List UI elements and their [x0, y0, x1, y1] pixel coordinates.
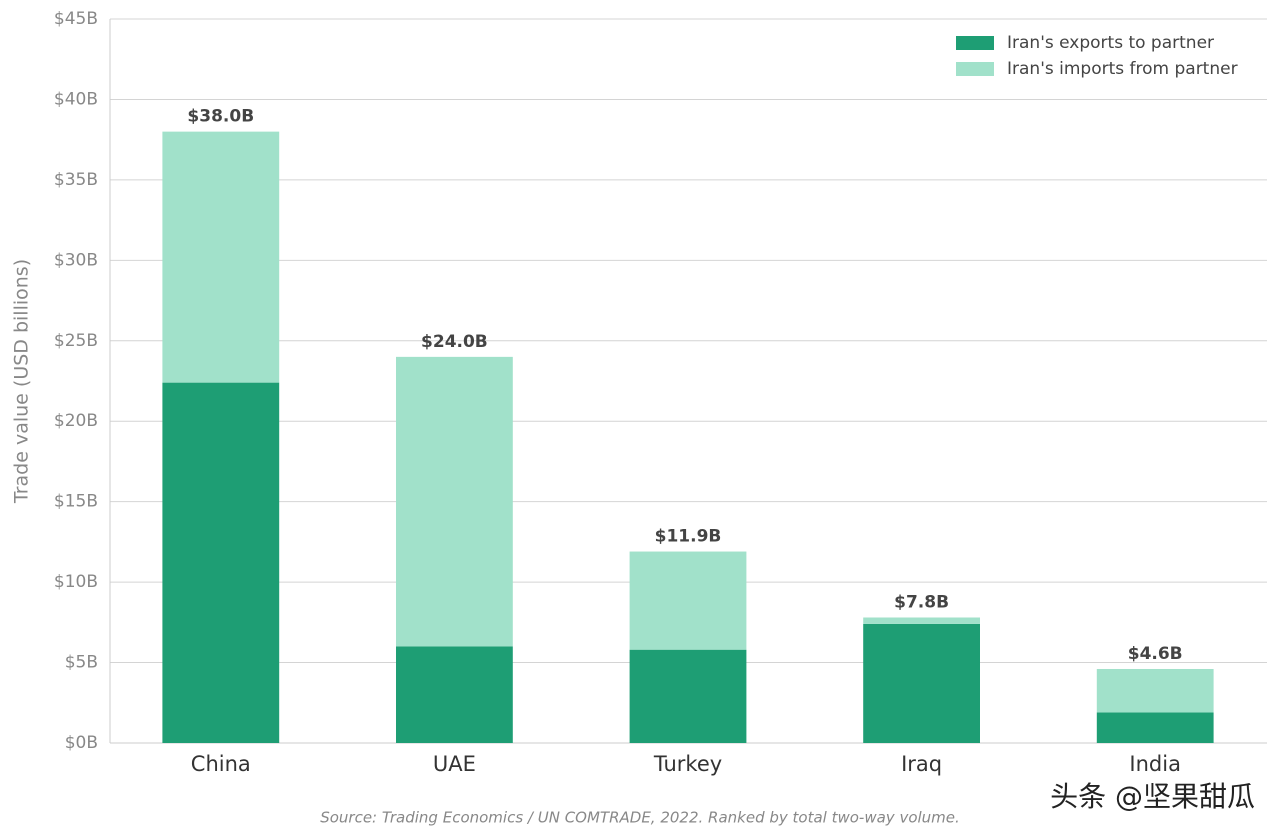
watermark: 头条 @坚果甜瓜 [1050, 780, 1255, 813]
legend-swatch [956, 62, 994, 76]
bar-segment [863, 623, 980, 743]
total-label: $38.0B [187, 107, 254, 127]
y-tick-label: $25B [54, 331, 98, 351]
bar-segment [162, 382, 280, 743]
x-tick-label: India [1129, 752, 1181, 776]
y-tick-label: $45B [54, 9, 98, 29]
bar-segment [1096, 668, 1214, 713]
y-axis-label: Trade value (USD billions) [11, 259, 33, 504]
x-tick-label: China [191, 752, 251, 776]
y-tick-label: $35B [54, 170, 98, 190]
total-label: $11.9B [655, 527, 722, 547]
y-tick-label: $0B [65, 733, 98, 753]
total-label: $7.8B [894, 593, 949, 613]
x-tick-label: UAE [433, 752, 476, 776]
bar-segment [396, 356, 513, 647]
bar-segment [162, 131, 280, 383]
bar-segment [629, 551, 747, 650]
y-tick-label: $30B [54, 250, 98, 270]
bar-segment [629, 649, 747, 743]
y-tick-label: $5B [65, 653, 98, 673]
y-tick-label: $10B [54, 572, 98, 592]
y-tick-label: $40B [54, 89, 98, 109]
x-tick-label: Turkey [653, 752, 722, 776]
y-tick-label: $20B [54, 411, 98, 431]
bar-segment [396, 646, 513, 743]
legend-label: Iran's exports to partner [1007, 33, 1214, 53]
legend-label: Iran's imports from partner [1007, 59, 1238, 79]
total-label: $4.6B [1128, 644, 1183, 664]
bar-segment [863, 617, 980, 624]
bar-segment [1096, 712, 1214, 743]
x-tick-label: Iraq [901, 752, 942, 776]
y-tick-label: $15B [54, 492, 98, 512]
source-note: Source: Trading Economics / UN COMTRADE,… [320, 809, 960, 827]
total-label: $24.0B [421, 332, 488, 352]
legend-swatch [956, 36, 994, 50]
